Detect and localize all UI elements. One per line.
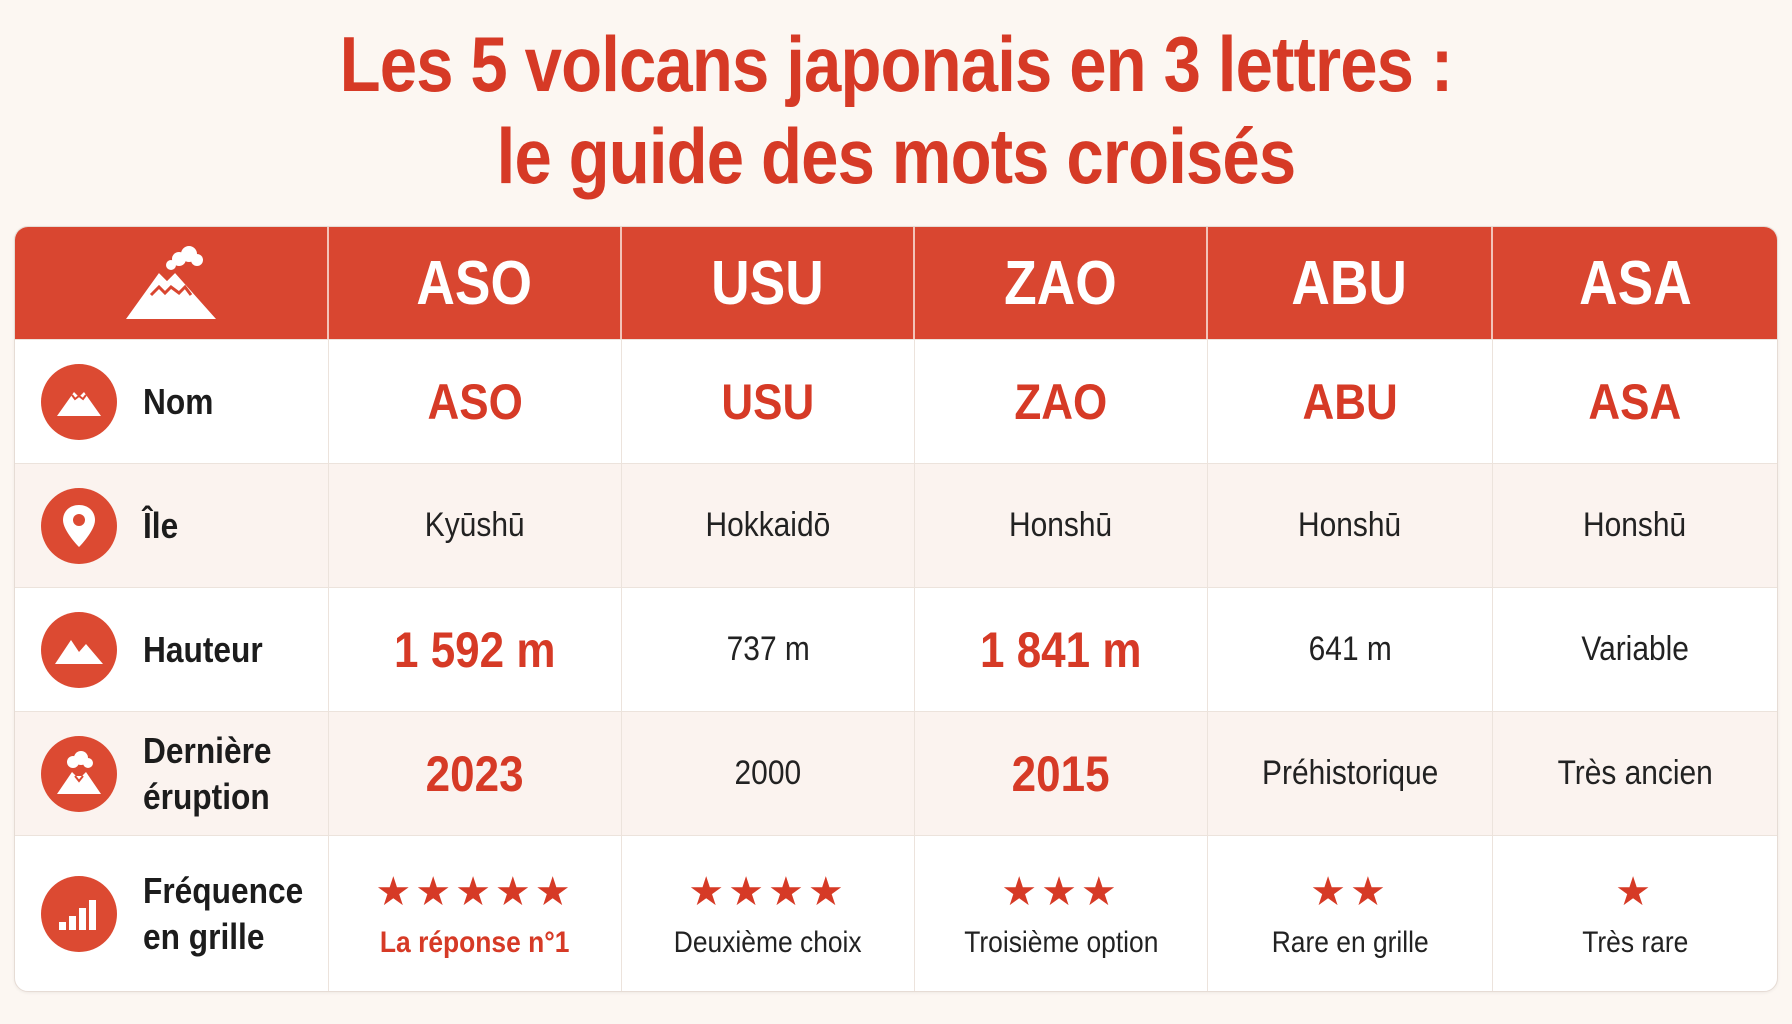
eruption-icon	[57, 750, 101, 794]
title-line-2: le guide des mots croisés	[496, 112, 1297, 200]
column-header-abu: ABU	[1208, 227, 1493, 339]
row-label: Hauteur	[143, 628, 263, 670]
table-cell: 1 592 m	[394, 621, 556, 678]
table-row-nom: Nom ASO USU ZAO ABU ASA	[15, 339, 1777, 463]
table-cell: 737 m	[726, 630, 810, 668]
table-cell: Rare en grille	[1271, 925, 1429, 959]
table-cell: La réponse n°1	[380, 925, 570, 959]
title-line-1: Les 5 volcans japonais en 3 lettres :	[339, 20, 1454, 108]
table-cell: ASO	[427, 373, 523, 430]
table-row-derniere-eruption: Dernière éruption 2023 2000 2015 Préhist…	[15, 711, 1777, 835]
column-header-usu: USU	[622, 227, 915, 339]
table-cell: USU	[721, 373, 815, 430]
mountain-snow-icon	[57, 391, 101, 416]
page-title: Les 5 volcans japonais en 3 lettres : le…	[125, 18, 1666, 202]
table-cell: Hokkaidō	[705, 506, 831, 544]
table-row-hauteur: Hauteur 1 592 m 737 m 1 841 m 641 m Vari…	[15, 587, 1777, 711]
table-cell: 2015	[1012, 745, 1110, 802]
star-rating: ★★★★★	[375, 869, 575, 914]
table-cell: Honshū	[1298, 506, 1402, 544]
table-cell: ABU	[1302, 373, 1398, 430]
table-cell: Très ancien	[1557, 754, 1713, 792]
table-cell: Préhistorique	[1261, 754, 1439, 792]
volcano-icon	[126, 246, 216, 319]
table-cell: Honshū	[1583, 506, 1687, 544]
location-pin-icon	[63, 504, 95, 547]
row-label: Dernière éruption	[143, 729, 272, 817]
table-row-frequence: Fréquence en grille ★★★★★ La réponse n°1…	[15, 835, 1777, 991]
table-cell: 2023	[426, 745, 524, 802]
table-cell: Très rare	[1581, 925, 1689, 959]
star-rating: ★★★★	[688, 869, 848, 914]
volcano-table: ASO USU ZAO ABU ASA Nom ASO USU ZAO ABU …	[14, 226, 1778, 992]
table-cell: Deuxième choix	[674, 925, 862, 959]
table-cell: Kyūshū	[425, 506, 525, 544]
row-label: Nom	[143, 380, 214, 422]
star-rating: ★★	[1310, 869, 1390, 914]
star-rating: ★	[1615, 869, 1655, 914]
row-label: Fréquence en grille	[143, 869, 304, 957]
table-cell: 2000	[734, 754, 802, 792]
column-header-asa: ASA	[1578, 248, 1692, 318]
table-row-ile: Île Kyūshū Hokkaidō Honshū Honshū Honshū	[15, 463, 1777, 587]
table-header: ASO USU ZAO ABU ASA	[15, 227, 1777, 339]
table-cell: Troisième option	[963, 925, 1159, 959]
bar-chart-icon	[59, 899, 96, 930]
table-cell: 1 841 m	[980, 621, 1142, 678]
table-cell: ZAO	[1014, 373, 1108, 430]
table-cell: 641 m	[1308, 630, 1392, 668]
star-rating: ★★★	[1001, 869, 1121, 914]
column-header-aso: ASO	[329, 227, 622, 339]
column-header-zao: ZAO	[915, 227, 1208, 339]
table-cell: Honshū	[1009, 506, 1113, 544]
table-cell: ASA	[1588, 373, 1682, 430]
row-label: Île	[143, 504, 179, 546]
header-icon-cell	[15, 227, 329, 339]
mountains-icon	[55, 639, 103, 664]
table-cell: Variable	[1581, 630, 1689, 668]
